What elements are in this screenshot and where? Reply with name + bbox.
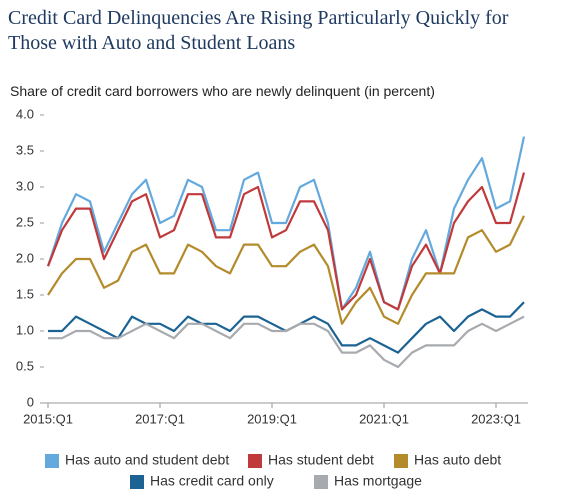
y-tick-label: 3.0 — [16, 178, 34, 193]
y-tick-label: 0 — [27, 394, 34, 409]
y-tick-label: 1.5 — [16, 286, 34, 301]
legend-swatch — [130, 475, 144, 489]
series-line — [46, 136, 526, 311]
x-tick-label: 2017:Q1 — [135, 411, 185, 426]
x-tick-label: 2015:Q1 — [23, 411, 73, 426]
y-tick-label: 3.5 — [16, 142, 34, 157]
x-tick-label: 2019:Q1 — [247, 411, 297, 426]
legend-label: Has student debt — [268, 452, 374, 468]
x-tick-label: 2021:Q1 — [359, 411, 409, 426]
legend-label: Has auto debt — [414, 452, 501, 468]
series-line — [47, 215, 525, 325]
legend-swatch — [394, 454, 408, 468]
legend-label: Has credit card only — [150, 473, 274, 489]
legend-label: Has mortgage — [334, 473, 422, 489]
y-tick-label: 2.5 — [16, 214, 34, 229]
legend-swatch — [45, 454, 59, 468]
y-tick-label: 0.5 — [16, 358, 34, 373]
series-line — [48, 315, 525, 369]
chart-title: Credit Card Delinquencies Are Rising Par… — [8, 7, 509, 54]
y-tick-label: 2.0 — [16, 250, 34, 265]
legend-swatch — [248, 454, 262, 468]
chart-subtitle: Share of credit card borrowers who are n… — [10, 83, 435, 99]
legend-label: Has auto and student debt — [65, 452, 229, 468]
y-tick-label: 1.0 — [16, 322, 34, 337]
legend-swatch — [314, 475, 328, 489]
x-tick-label: 2023:Q1 — [471, 411, 521, 426]
series-line — [46, 172, 526, 311]
y-tick-label: 4.0 — [16, 106, 34, 121]
